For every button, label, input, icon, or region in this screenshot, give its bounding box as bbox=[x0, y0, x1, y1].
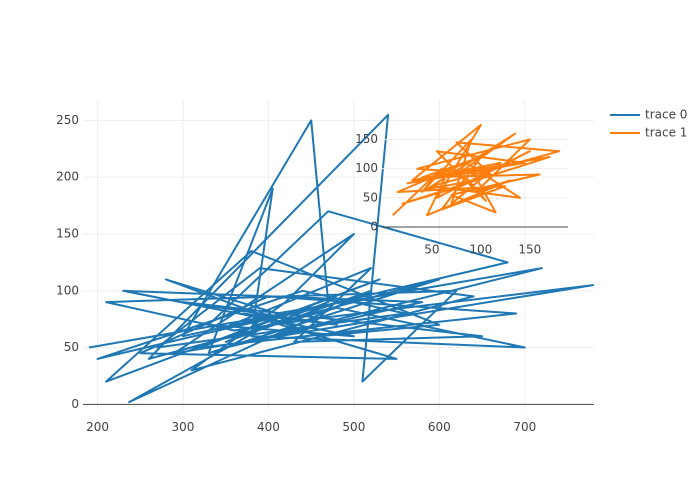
y-tick-label: 250 bbox=[56, 113, 79, 127]
y-tick-label: 100 bbox=[355, 161, 378, 175]
x-tick-label: 200 bbox=[86, 420, 109, 434]
x-tick-label: 500 bbox=[342, 420, 365, 434]
legend-label: trace 1 bbox=[645, 126, 687, 140]
x-tick-label: 300 bbox=[172, 420, 195, 434]
legend-label: trace 0 bbox=[645, 108, 687, 122]
y-tick-label: 50 bbox=[64, 340, 79, 354]
x-tick-label: 400 bbox=[257, 420, 280, 434]
y-tick-label: 150 bbox=[355, 132, 378, 146]
y-tick-label: 0 bbox=[370, 220, 378, 234]
x-tick-label: 150 bbox=[518, 243, 541, 257]
x-tick-label: 50 bbox=[424, 243, 439, 257]
y-tick-label: 0 bbox=[71, 397, 79, 411]
plot-lines bbox=[392, 123, 561, 217]
y-tick-label: 150 bbox=[56, 226, 79, 240]
data-line bbox=[88, 113, 594, 404]
legend: trace 0 trace 1 bbox=[610, 108, 687, 140]
y-tick-label: 100 bbox=[56, 283, 79, 297]
y-tick-label: 50 bbox=[363, 190, 378, 204]
x-tick-label: 700 bbox=[513, 420, 536, 434]
x-tick-label: 100 bbox=[469, 243, 492, 257]
data-line bbox=[392, 123, 561, 217]
x-tick-label: 600 bbox=[428, 420, 451, 434]
plot-lines bbox=[88, 113, 594, 404]
y-tick-label: 200 bbox=[56, 170, 79, 184]
